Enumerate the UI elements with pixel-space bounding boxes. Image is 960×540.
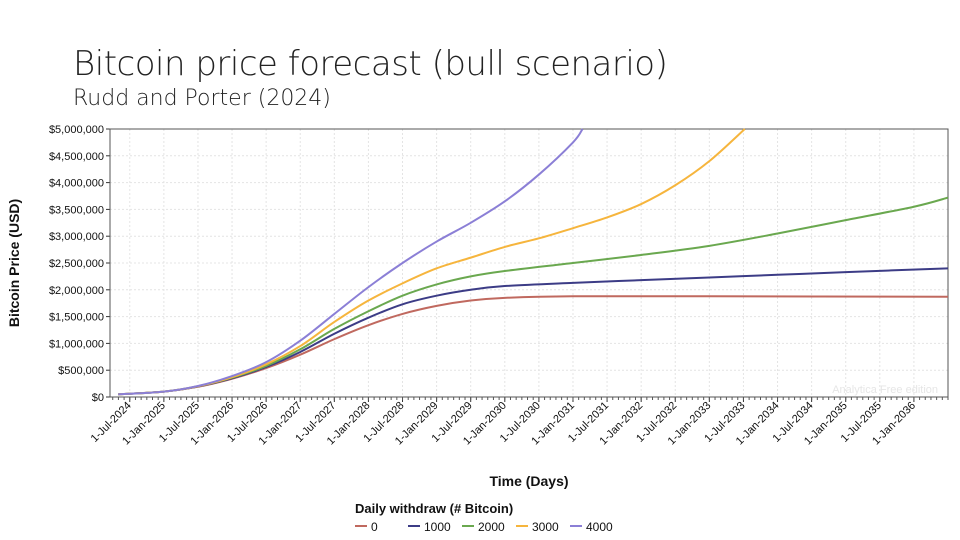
legend-label-2000: 2000 [478,520,505,534]
chart-subtitle: Rudd and Porter (2024) [73,86,331,111]
watermark: Analytica Free edition [832,384,938,396]
legend-label-1000: 1000 [424,520,451,534]
y-tick-label: $500,000 [58,365,104,377]
y-tick-label: $4,000,000 [49,178,104,190]
legend-title: Daily withdraw (# Bitcoin) [355,501,513,516]
y-tick-label: $5,000,000 [49,124,104,136]
y-tick-label: $2,500,000 [49,258,104,270]
x-axis-label: Time (Days) [489,473,568,489]
y-axis-label: Bitcoin Price (USD) [6,199,22,327]
y-tick-label: $3,500,000 [49,204,104,216]
series-line-4000 [118,128,584,396]
y-tick-label: $0 [92,392,104,404]
legend-label-4000: 4000 [586,520,613,534]
legend-label-3000: 3000 [532,520,559,534]
y-tick-label: $3,000,000 [49,231,104,243]
plot-frame [109,128,949,398]
legend-label-0: 0 [371,520,378,534]
series-line-0 [118,295,948,396]
y-tick-label: $1,500,000 [49,312,104,324]
y-tick-label: $1,000,000 [49,338,104,350]
y-tick-label: $4,500,000 [49,151,104,163]
y-tick-label: $2,000,000 [49,285,104,297]
chart-title: Bitcoin price forecast (bull scenario) [73,44,668,84]
series-line-3000 [118,128,746,396]
